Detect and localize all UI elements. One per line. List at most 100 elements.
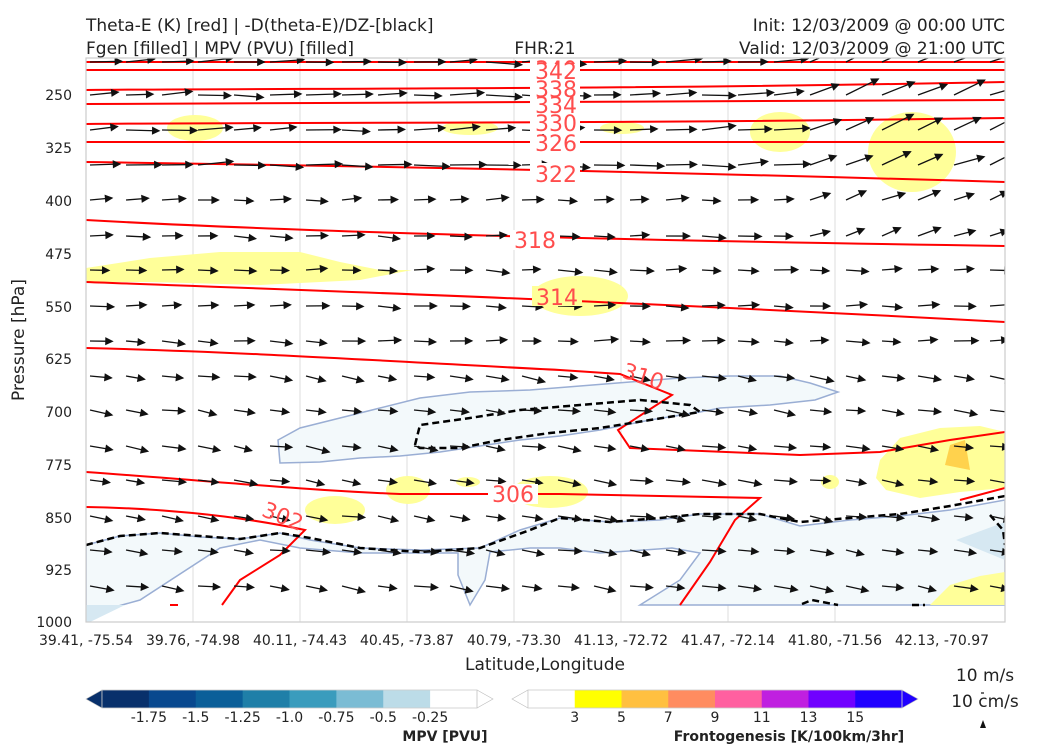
wind-vector-head [184, 88, 194, 97]
wind-vector-head [677, 547, 687, 556]
wind-vector-head [682, 231, 692, 241]
wind-vector-head [533, 336, 543, 346]
wind-vector-head [607, 479, 618, 488]
wind-vector-head [751, 337, 760, 346]
wind-vector-head [892, 226, 902, 235]
wind-vector-head [896, 191, 907, 200]
wind-vector-head [790, 265, 800, 274]
wind-vector-head [317, 375, 327, 384]
wind-vector-head [403, 160, 413, 169]
wind-vector-head [677, 373, 687, 382]
wind-vector-head [800, 58, 810, 64]
wind-vector-head [257, 58, 266, 67]
wind-vector-head [284, 374, 294, 383]
wind-vector-head [389, 444, 399, 453]
wind-vector-head [967, 228, 977, 237]
y-tick-label: 850 [45, 511, 72, 527]
wind-vector-head [748, 444, 758, 453]
wind-vector-head [933, 374, 943, 383]
wind-vector-head [104, 444, 114, 453]
wind-vector-shaft [917, 58, 930, 63]
wind-vector-head [356, 586, 366, 594]
wind-vector-head [428, 337, 438, 346]
wind-vector-head [861, 338, 871, 347]
wind-vector-head [574, 267, 584, 276]
wind-vector-head [464, 374, 474, 383]
wind-vector-head [802, 124, 811, 133]
wind-vector-head [355, 375, 365, 384]
wind-vector-head [857, 190, 868, 198]
wind-vector-shaft [989, 585, 1005, 590]
wind-vector-head [427, 195, 437, 204]
wind-vector-head [210, 477, 220, 486]
wind-vector-head [389, 477, 399, 486]
wind-vector-head [1004, 410, 1005, 416]
dtheta-e-dz-contour [801, 598, 839, 607]
wind-vector-head [753, 584, 763, 593]
wind-vector-head [185, 58, 195, 66]
wind-vector-head [1014, 51, 1021, 57]
wind-vector-head [676, 444, 687, 453]
fgen-colorbar-tick-label: 15 [846, 710, 864, 726]
wind-vector-head [641, 195, 650, 204]
fgen-colorbar-swatch [808, 690, 856, 708]
wind-vector-head [785, 232, 795, 241]
wind-vector-head [496, 444, 506, 453]
wind-vector-head [177, 339, 187, 348]
wind-vector-head [727, 122, 737, 131]
wind-vector-head [211, 195, 220, 205]
wind-vector-head [748, 514, 758, 523]
wind-vector-head [609, 267, 618, 276]
wind-vector-head [224, 123, 234, 132]
wind-vector-head [788, 443, 798, 452]
wind-vector-head [334, 160, 344, 169]
wind-vector-head [727, 162, 737, 171]
y-tick-label: 625 [45, 352, 72, 368]
wind-vector-head [392, 233, 401, 242]
wind-vector-head [712, 512, 722, 521]
y-axis-label: Pressure [hPa] [9, 279, 29, 401]
wind-vector-head [795, 88, 805, 97]
wind-vector-head [642, 302, 651, 311]
wind-vector-head [212, 445, 222, 454]
wind-vector-head [681, 409, 691, 418]
wind-vector-head [282, 546, 291, 555]
wind-vector-head [786, 373, 796, 382]
wind-vector-head [136, 374, 146, 383]
wind-vector-head [321, 446, 331, 455]
wind-reference-horizontal: 10 m/s [956, 666, 1014, 686]
wind-vector-head [938, 83, 949, 91]
y-tick-label: 400 [45, 194, 72, 210]
wind-vector-head [689, 125, 698, 134]
wind-vector-head [210, 266, 219, 275]
theta-e-contour [959, 487, 1005, 501]
wind-vector-head [498, 303, 507, 312]
fgen-blob [386, 476, 430, 504]
wind-vector-head [930, 444, 940, 453]
wind-vector-head [678, 264, 688, 274]
wind-vector-head [896, 408, 906, 417]
wind-vector-head [139, 445, 150, 454]
wind-vector-head [173, 301, 183, 310]
wind-vector-head [968, 302, 977, 311]
wind-vector-head [397, 125, 407, 134]
wind-vector-head [717, 336, 726, 345]
wind-vector-head [246, 582, 255, 591]
wind-vector-head [390, 515, 400, 524]
wind-vector-head [789, 584, 799, 593]
wind-vector-head [766, 88, 775, 98]
wind-vector-shaft [989, 479, 1005, 484]
wind-vector-head [573, 514, 583, 523]
wind-vector-head [649, 125, 659, 134]
x-tick-label: 40.11, -74.43 [253, 633, 347, 649]
wind-vector-head [1001, 442, 1005, 451]
dtheta-e-dz-contours [86, 398, 1005, 607]
fgen-blob [167, 115, 223, 141]
wind-vector-head [426, 265, 436, 274]
wind-vector-head [570, 337, 579, 346]
wind-vector-head [209, 338, 219, 347]
wind-vector-head [972, 116, 982, 125]
wind-vector-head [754, 232, 763, 241]
fgen-colorbar-tick-label: 7 [664, 710, 673, 726]
x-tick-label: 39.41, -75.54 [39, 633, 133, 649]
